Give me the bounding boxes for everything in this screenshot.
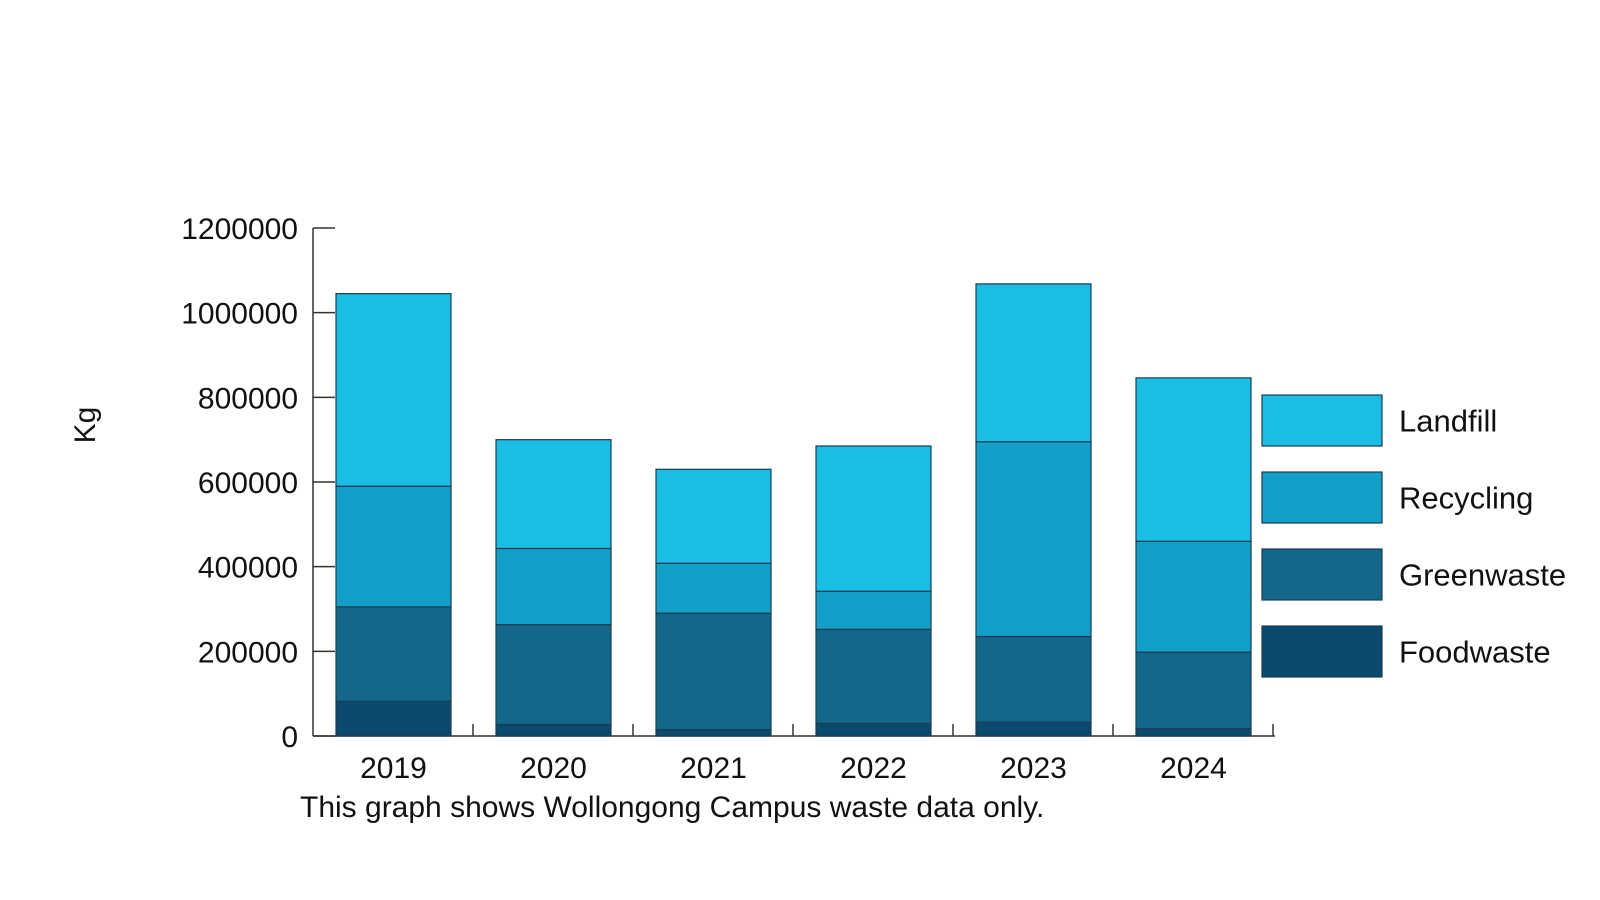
y-tick-label: 1200000 [181,213,298,246]
legend-swatch-foodwaste [1261,625,1383,678]
bar-recycling-2022 [815,590,932,630]
x-axis: 2019 2020 2021 2022 2023 2024 [313,724,1275,785]
x-tick-label: 2023 [1000,752,1067,785]
legend-swatch-recycling [1261,471,1383,524]
y-tick-label: 0 [281,721,298,754]
y-axis: 0 200000 400000 600000 800000 1000000 1200000 [181,213,335,754]
legend-swatch-landfill [1261,394,1383,447]
bar-greenwaste-2020 [495,624,612,726]
x-tick-label: 2021 [680,752,747,785]
legend-label-landfill: Landfill [1399,404,1497,439]
bar-foodwaste-2022 [815,722,932,737]
y-tick-label: 600000 [198,467,298,500]
bar-recycling-2024 [1135,540,1252,653]
bar-greenwaste-2021 [655,612,772,731]
bar-landfill-2021 [655,468,772,564]
bar-landfill-2019 [335,293,452,487]
bar-landfill-2023 [975,283,1092,443]
legend: Landfill Recycling Greenwaste Foodwaste [1261,394,1566,678]
y-tick-label: 400000 [198,552,298,585]
bar-recycling-2020 [495,547,612,626]
y-tick-label: 200000 [198,636,298,669]
bar-greenwaste-2024 [1135,651,1252,730]
bar-landfill-2020 [495,439,612,550]
x-tick-label: 2019 [360,752,427,785]
y-tick-label: 800000 [198,382,298,415]
legend-swatch-greenwaste [1261,548,1383,601]
y-axis-label: Kg [69,407,102,444]
bar-landfill-2022 [815,445,932,592]
bar-recycling-2019 [335,485,452,608]
legend-label-recycling: Recycling [1399,481,1533,516]
bars [335,283,1252,737]
x-tick-label: 2020 [520,752,587,785]
y-tick-label: 1000000 [181,298,298,331]
bar-greenwaste-2022 [815,628,932,724]
bar-landfill-2024 [1135,377,1252,542]
bar-recycling-2023 [975,441,1092,638]
bar-greenwaste-2019 [335,606,452,702]
bar-foodwaste-2021 [655,729,772,737]
bar-greenwaste-2023 [975,635,1092,723]
bar-foodwaste-2024 [1135,728,1252,737]
x-tick-label: 2022 [840,752,907,785]
bar-foodwaste-2023 [975,721,1092,737]
x-tick-label: 2024 [1160,752,1227,785]
bar-recycling-2021 [655,562,772,614]
chart-caption: This graph shows Wollongong Campus waste… [300,791,1044,824]
legend-label-foodwaste: Foodwaste [1399,635,1551,670]
legend-label-greenwaste: Greenwaste [1399,558,1566,593]
bar-foodwaste-2019 [335,700,452,737]
bar-foodwaste-2020 [495,723,612,737]
